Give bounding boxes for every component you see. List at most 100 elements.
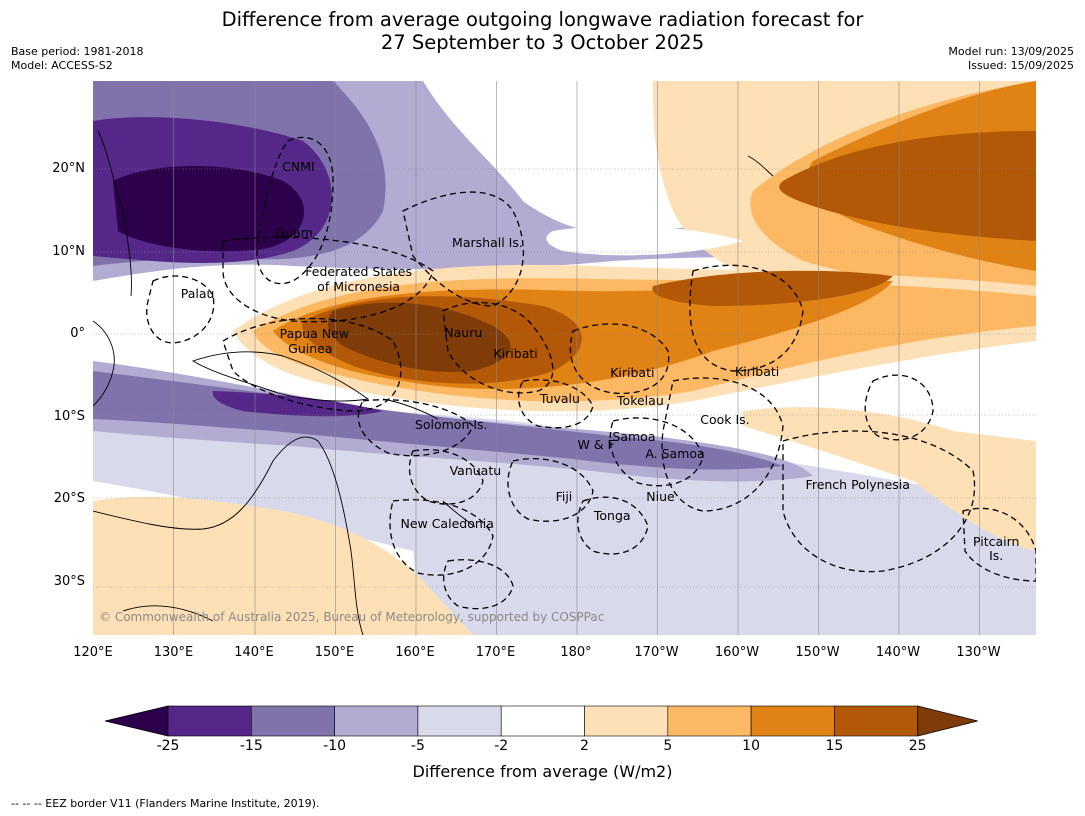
lon-tick-label: 140°E	[234, 645, 274, 660]
colorbar-arrow-min	[105, 705, 169, 737]
lon-tick-label: 160°W	[714, 645, 760, 660]
model-run: Model run: 13/09/2025	[948, 45, 1074, 58]
place-label: Solomon Is.	[414, 416, 488, 432]
gridlines	[93, 81, 1036, 635]
eez-tonga	[577, 496, 649, 555]
colorbar-tick-label: 5	[663, 738, 673, 754]
place-label: Guinea	[288, 340, 333, 356]
colorbar-tick-label: 2	[580, 738, 589, 754]
anomaly-equator-core	[327, 302, 511, 372]
lat-tick-label: 20°S	[53, 491, 85, 506]
forecast-map	[93, 81, 1036, 635]
lat-tick-label: 10°N	[52, 243, 85, 259]
title-line-2: 27 September to 3 October 2025	[380, 31, 705, 54]
meta-right: Model run: 13/09/2025 Issued: 15/09/2025	[948, 45, 1074, 73]
eez-pitcairn	[962, 507, 1036, 582]
place-label: Is.	[989, 547, 1004, 563]
lon-tick-label: 120°E	[73, 645, 113, 660]
colorbar-segment	[500, 705, 585, 737]
base-period: Base period: 1981-2018	[11, 45, 144, 58]
place-label: Marshall Is.	[452, 235, 523, 251]
lon-tick-label: 170°E	[475, 645, 516, 660]
coast-hawaii	[747, 155, 774, 177]
colorbar-segment	[167, 705, 252, 737]
eez-nz-kermadec	[443, 559, 514, 610]
eez-nauru-kiribati	[442, 301, 554, 394]
colorbar-segment	[834, 705, 919, 737]
place-label: Cook Is.	[700, 411, 750, 427]
place-label: Guam	[275, 225, 313, 241]
model-name: Model: ACCESS-S2	[11, 59, 113, 72]
lon-tick-label: 170°W	[634, 645, 679, 660]
coast-philippines	[97, 130, 132, 297]
anomaly-ne-deep-orange	[779, 131, 1036, 241]
colorbar-segment	[417, 705, 502, 737]
place-label: Kiribati	[493, 345, 538, 361]
meta-left: Base period: 1981-2018 Model: ACCESS-S2	[11, 45, 143, 73]
colorbar-tick-label: -10	[323, 738, 347, 754]
place-label: CNMI	[281, 158, 315, 174]
place-label: Kiribati	[734, 363, 780, 379]
eez-samoa-niue	[609, 417, 704, 487]
anomaly-southeast-orange-light	[743, 407, 1036, 551]
eez-png	[222, 317, 402, 412]
eez-french-polynesia	[782, 430, 976, 573]
eez-borders	[146, 136, 1036, 610]
colorbar-label: Difference from average (W/m2)	[412, 762, 673, 781]
colorbar-segment	[750, 705, 835, 737]
lon-tick-label: 130°W	[956, 645, 1001, 660]
eez-kiribati-phoenix	[569, 323, 670, 395]
coast-australia	[93, 436, 364, 635]
place-label: Tonga	[593, 507, 631, 523]
place-label: Niue	[646, 488, 675, 504]
lon-tick-label: 160°E	[395, 645, 435, 660]
eez-marshall	[402, 191, 525, 307]
colorbar-arrow-max	[917, 705, 978, 737]
place-label: of Micronesia	[317, 278, 401, 294]
coast-borneo	[93, 320, 115, 407]
colorbar-segment	[334, 705, 419, 737]
colorbar-tick-label: -25	[156, 738, 180, 754]
place-label: Papua New	[279, 326, 350, 341]
lon-tick-label: 130°E	[153, 645, 194, 660]
lon-tick-label: 150°W	[795, 645, 840, 660]
place-label: Tuvalu	[539, 391, 580, 407]
lon-tick-label: 150°E	[314, 645, 355, 660]
colorbar-tick-label: -15	[239, 738, 263, 754]
lat-tick-label: 0°	[70, 326, 85, 341]
colorbar-tick-label: 25	[908, 738, 927, 754]
eez-kiribati-east-small	[864, 374, 934, 441]
colorbar-tick-label: 10	[742, 738, 761, 754]
anomaly-north-white-gap	[546, 225, 743, 256]
eez-fiji	[507, 458, 594, 522]
colorbar-segments	[105, 705, 978, 737]
issued-date: Issued: 15/09/2025	[967, 59, 1074, 72]
colorbar-tick-label: -2	[494, 738, 509, 754]
place-label: Palau	[180, 286, 215, 302]
lon-tick-label: 140°W	[875, 645, 921, 660]
place-label: Fiji	[555, 489, 573, 505]
place-label: New Caledonia	[400, 515, 494, 531]
eez-palau	[146, 275, 215, 344]
eez-solomon	[357, 399, 474, 457]
colorbar-tick-label: 15	[825, 738, 844, 754]
anomaly-south-orange-light	[93, 496, 473, 635]
colorbar-segment	[584, 705, 669, 737]
colorbar-segment	[251, 705, 335, 737]
map-title: Difference from average outgoing longwav…	[0, 8, 1085, 54]
copyright-notice: © Commonwealth of Australia 2025, Bureau…	[99, 610, 605, 624]
place-label: Vanuatu	[449, 462, 502, 478]
eez-cook	[661, 377, 784, 512]
colorbar-tick-label: -5	[410, 738, 425, 754]
anomaly-equator-east-deep	[652, 270, 893, 306]
coast-new-zealand	[122, 605, 214, 622]
eez-tuvalu	[518, 379, 594, 429]
eez-footnote: -- -- -- EEZ border V11 (Flanders Marine…	[11, 797, 320, 810]
title-line-1: Difference from average outgoing longwav…	[221, 8, 864, 31]
lat-tick-label: 20°N	[52, 161, 85, 176]
colorbar	[105, 705, 978, 737]
place-label: A. Samoa	[645, 446, 705, 462]
lat-tick-label: 10°S	[53, 408, 85, 424]
eez-new-caledonia	[389, 499, 494, 576]
map-panel	[93, 81, 1036, 635]
